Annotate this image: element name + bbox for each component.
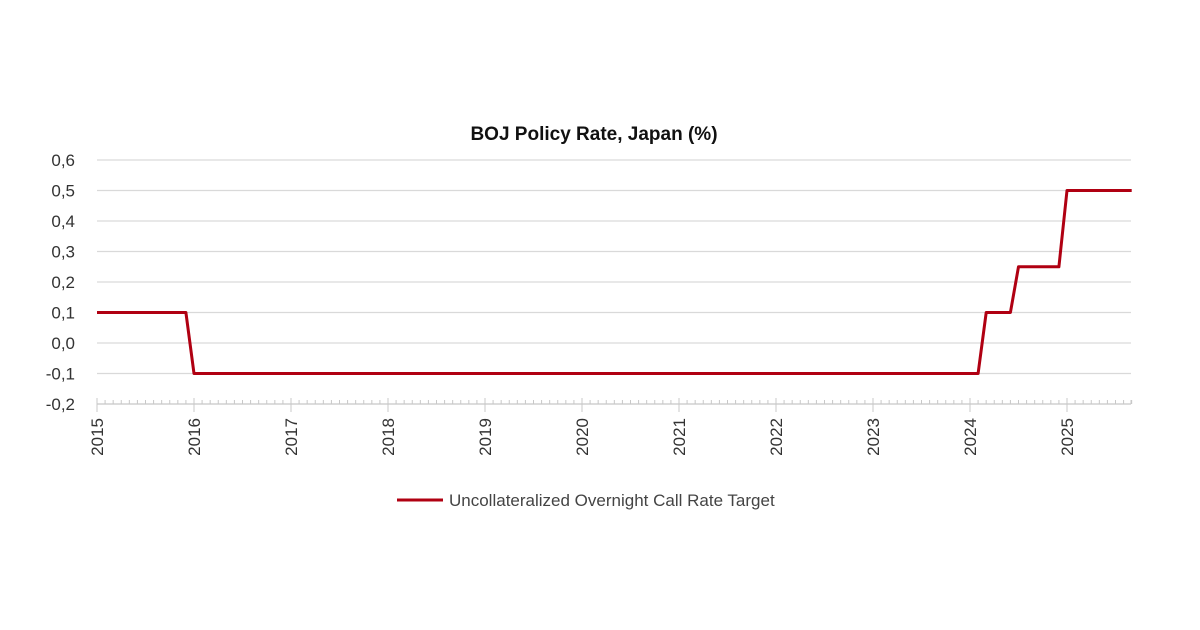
x-tick-label: 2020 xyxy=(573,418,592,456)
x-tick-label: 2024 xyxy=(961,418,980,456)
legend-label: Uncollateralized Overnight Call Rate Tar… xyxy=(449,491,775,510)
y-tick-label: 0,6 xyxy=(51,151,75,170)
x-axis: 2015 2016 2017 2018 2019 2020 2021 2022 2023 2024… xyxy=(88,398,1133,456)
x-tick-label: 2019 xyxy=(476,418,495,456)
series-layer xyxy=(97,189,1132,375)
gridlines xyxy=(97,159,1131,375)
x-tick-label: 2017 xyxy=(282,418,301,456)
series-line xyxy=(97,189,1132,375)
legend: Uncollateralized Overnight Call Rate Tar… xyxy=(397,491,775,510)
x-tick-label: 2016 xyxy=(185,418,204,456)
x-tick-label: 2022 xyxy=(767,418,786,456)
y-tick-label: 0,5 xyxy=(51,182,75,201)
y-tick-label: 0,4 xyxy=(51,212,75,231)
y-tick-label: -0,2 xyxy=(46,395,75,414)
x-tick-label: 2021 xyxy=(670,418,689,456)
chart-title: BOJ Policy Rate, Japan (%) xyxy=(470,124,717,145)
x-tick-label: 2025 xyxy=(1058,418,1077,456)
y-tick-label: 0,3 xyxy=(51,243,75,262)
x-tick-label: 2023 xyxy=(864,418,883,456)
y-axis: -0,2 -0,1 0,0 0,1 0,2 0,3 0,4 0,5 0,6 xyxy=(46,151,75,414)
y-tick-label: 0,0 xyxy=(51,334,75,353)
y-tick-label: 0,2 xyxy=(51,273,75,292)
x-tick-label: 2018 xyxy=(379,418,398,456)
y-tick-label: 0,1 xyxy=(51,304,75,323)
y-tick-label: -0,1 xyxy=(46,365,75,384)
x-tick-label: 2015 xyxy=(88,418,107,456)
